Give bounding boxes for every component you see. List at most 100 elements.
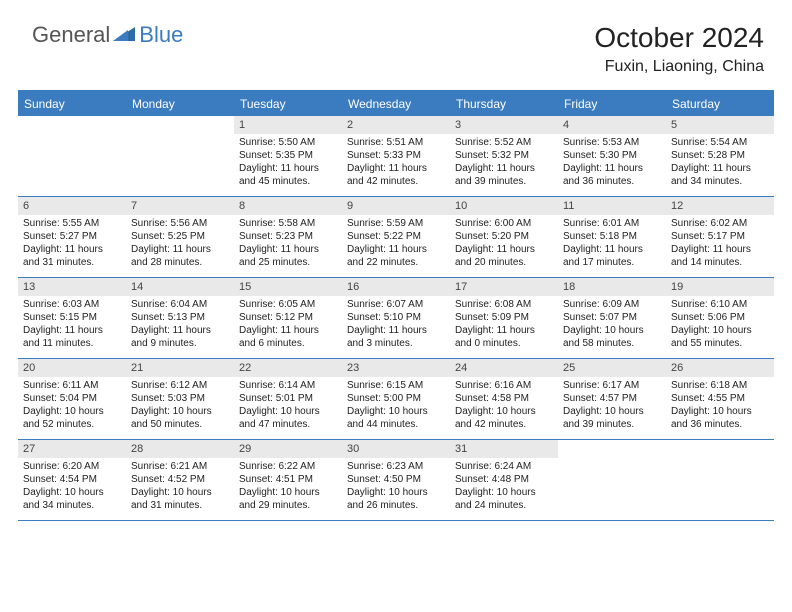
- sunset-line: Sunset: 5:20 PM: [455, 230, 553, 243]
- logo-triangle-icon: [113, 25, 135, 46]
- week-row: 27Sunrise: 6:20 AMSunset: 4:54 PMDayligh…: [18, 440, 774, 521]
- sunset-line: Sunset: 5:15 PM: [23, 311, 121, 324]
- day-content: Sunrise: 5:55 AMSunset: 5:27 PMDaylight:…: [18, 215, 126, 273]
- daylight-line: Daylight: 10 hours: [563, 324, 661, 337]
- day-cell: 8Sunrise: 5:58 AMSunset: 5:23 PMDaylight…: [234, 197, 342, 277]
- daylight-line: and 42 minutes.: [347, 175, 445, 188]
- daylight-line: Daylight: 11 hours: [239, 324, 337, 337]
- location: Fuxin, Liaoning, China: [594, 58, 764, 76]
- daylight-line: Daylight: 11 hours: [563, 162, 661, 175]
- daylight-line: and 14 minutes.: [671, 256, 769, 269]
- sunset-line: Sunset: 4:54 PM: [23, 473, 121, 486]
- day-cell: 21Sunrise: 6:12 AMSunset: 5:03 PMDayligh…: [126, 359, 234, 439]
- day-number: 5: [666, 116, 774, 134]
- daylight-line: and 45 minutes.: [239, 175, 337, 188]
- week-row: 6Sunrise: 5:55 AMSunset: 5:27 PMDaylight…: [18, 197, 774, 278]
- day-number: 14: [126, 278, 234, 296]
- day-number: 26: [666, 359, 774, 377]
- day-header: Thursday: [450, 92, 558, 116]
- day-cell: 6Sunrise: 5:55 AMSunset: 5:27 PMDaylight…: [18, 197, 126, 277]
- sunrise-line: Sunrise: 6:23 AM: [347, 460, 445, 473]
- day-cell: 30Sunrise: 6:23 AMSunset: 4:50 PMDayligh…: [342, 440, 450, 520]
- daylight-line: Daylight: 11 hours: [347, 324, 445, 337]
- day-header: Tuesday: [234, 92, 342, 116]
- day-content: Sunrise: 5:50 AMSunset: 5:35 PMDaylight:…: [234, 134, 342, 192]
- day-header: Sunday: [18, 92, 126, 116]
- day-content: Sunrise: 6:01 AMSunset: 5:18 PMDaylight:…: [558, 215, 666, 273]
- day-cell: 31Sunrise: 6:24 AMSunset: 4:48 PMDayligh…: [450, 440, 558, 520]
- sunrise-line: Sunrise: 6:03 AM: [23, 298, 121, 311]
- day-content: Sunrise: 6:04 AMSunset: 5:13 PMDaylight:…: [126, 296, 234, 354]
- sunrise-line: Sunrise: 6:16 AM: [455, 379, 553, 392]
- daylight-line: Daylight: 11 hours: [23, 324, 121, 337]
- sunrise-line: Sunrise: 6:17 AM: [563, 379, 661, 392]
- daylight-line: and 20 minutes.: [455, 256, 553, 269]
- day-content: Sunrise: 5:56 AMSunset: 5:25 PMDaylight:…: [126, 215, 234, 273]
- daylight-line: Daylight: 11 hours: [239, 243, 337, 256]
- day-cell: 10Sunrise: 6:00 AMSunset: 5:20 PMDayligh…: [450, 197, 558, 277]
- sunset-line: Sunset: 4:57 PM: [563, 392, 661, 405]
- sunrise-line: Sunrise: 6:24 AM: [455, 460, 553, 473]
- week-row: 1Sunrise: 5:50 AMSunset: 5:35 PMDaylight…: [18, 116, 774, 197]
- day-cell: 9Sunrise: 5:59 AMSunset: 5:22 PMDaylight…: [342, 197, 450, 277]
- day-number: 24: [450, 359, 558, 377]
- daylight-line: and 39 minutes.: [455, 175, 553, 188]
- day-number: 8: [234, 197, 342, 215]
- daylight-line: Daylight: 11 hours: [23, 243, 121, 256]
- day-cell: [558, 440, 666, 520]
- sunset-line: Sunset: 5:01 PM: [239, 392, 337, 405]
- day-content: Sunrise: 6:12 AMSunset: 5:03 PMDaylight:…: [126, 377, 234, 435]
- day-cell: 3Sunrise: 5:52 AMSunset: 5:32 PMDaylight…: [450, 116, 558, 196]
- day-number: 29: [234, 440, 342, 458]
- daylight-line: and 31 minutes.: [23, 256, 121, 269]
- day-cell: 14Sunrise: 6:04 AMSunset: 5:13 PMDayligh…: [126, 278, 234, 358]
- sunset-line: Sunset: 5:32 PM: [455, 149, 553, 162]
- day-number: 28: [126, 440, 234, 458]
- day-cell: 29Sunrise: 6:22 AMSunset: 4:51 PMDayligh…: [234, 440, 342, 520]
- daylight-line: and 47 minutes.: [239, 418, 337, 431]
- daylight-line: Daylight: 10 hours: [671, 324, 769, 337]
- sunset-line: Sunset: 5:35 PM: [239, 149, 337, 162]
- sunrise-line: Sunrise: 6:20 AM: [23, 460, 121, 473]
- day-content: Sunrise: 6:21 AMSunset: 4:52 PMDaylight:…: [126, 458, 234, 516]
- day-number: 7: [126, 197, 234, 215]
- sunrise-line: Sunrise: 6:04 AM: [131, 298, 229, 311]
- day-number: 1: [234, 116, 342, 134]
- sunrise-line: Sunrise: 6:15 AM: [347, 379, 445, 392]
- sunrise-line: Sunrise: 6:22 AM: [239, 460, 337, 473]
- daylight-line: and 36 minutes.: [671, 418, 769, 431]
- daylight-line: and 6 minutes.: [239, 337, 337, 350]
- day-number: 21: [126, 359, 234, 377]
- sunset-line: Sunset: 5:09 PM: [455, 311, 553, 324]
- day-number: 11: [558, 197, 666, 215]
- daylight-line: Daylight: 11 hours: [563, 243, 661, 256]
- daylight-line: Daylight: 10 hours: [131, 405, 229, 418]
- sunrise-line: Sunrise: 6:07 AM: [347, 298, 445, 311]
- daylight-line: and 34 minutes.: [671, 175, 769, 188]
- daylight-line: and 42 minutes.: [455, 418, 553, 431]
- sunrise-line: Sunrise: 6:21 AM: [131, 460, 229, 473]
- day-header: Wednesday: [342, 92, 450, 116]
- day-content: Sunrise: 5:53 AMSunset: 5:30 PMDaylight:…: [558, 134, 666, 192]
- day-number: 19: [666, 278, 774, 296]
- day-cell: [18, 116, 126, 196]
- sunset-line: Sunset: 5:04 PM: [23, 392, 121, 405]
- day-content: Sunrise: 6:05 AMSunset: 5:12 PMDaylight:…: [234, 296, 342, 354]
- daylight-line: and 11 minutes.: [23, 337, 121, 350]
- day-cell: 12Sunrise: 6:02 AMSunset: 5:17 PMDayligh…: [666, 197, 774, 277]
- sunrise-line: Sunrise: 5:58 AM: [239, 217, 337, 230]
- sunrise-line: Sunrise: 6:14 AM: [239, 379, 337, 392]
- day-number: 10: [450, 197, 558, 215]
- day-cell: 7Sunrise: 5:56 AMSunset: 5:25 PMDaylight…: [126, 197, 234, 277]
- day-content: Sunrise: 6:08 AMSunset: 5:09 PMDaylight:…: [450, 296, 558, 354]
- day-number: 16: [342, 278, 450, 296]
- daylight-line: Daylight: 10 hours: [239, 486, 337, 499]
- sunset-line: Sunset: 4:48 PM: [455, 473, 553, 486]
- daylight-line: and 58 minutes.: [563, 337, 661, 350]
- day-cell: 22Sunrise: 6:14 AMSunset: 5:01 PMDayligh…: [234, 359, 342, 439]
- day-content: Sunrise: 6:03 AMSunset: 5:15 PMDaylight:…: [18, 296, 126, 354]
- day-number: 20: [18, 359, 126, 377]
- day-header: Monday: [126, 92, 234, 116]
- daylight-line: and 55 minutes.: [671, 337, 769, 350]
- day-content: Sunrise: 5:54 AMSunset: 5:28 PMDaylight:…: [666, 134, 774, 192]
